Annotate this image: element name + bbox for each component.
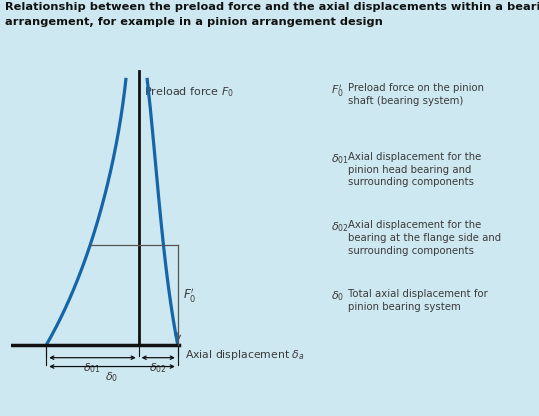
Text: Total axial displacement for
pinion bearing system: Total axial displacement for pinion bear…	[348, 289, 487, 312]
Text: $\delta_{02}$: $\delta_{02}$	[149, 362, 167, 375]
Text: Preload force $F_0$: Preload force $F_0$	[144, 85, 234, 99]
Text: $F_0'$: $F_0'$	[183, 286, 197, 304]
Text: Axial displacement for the
pinion head bearing and
surrounding components: Axial displacement for the pinion head b…	[348, 152, 481, 188]
Text: $F_0'$: $F_0'$	[331, 83, 344, 99]
Text: Preload force on the pinion
shaft (bearing system): Preload force on the pinion shaft (beari…	[348, 83, 483, 106]
Text: Relationship between the preload force and the axial displacements within a bear: Relationship between the preload force a…	[5, 2, 539, 12]
Text: Axial displacement $\delta_a$: Axial displacement $\delta_a$	[185, 348, 305, 362]
Text: $\delta_0$: $\delta_0$	[331, 289, 344, 303]
Text: arrangement, for example in a pinion arrangement design: arrangement, for example in a pinion arr…	[5, 17, 383, 27]
Text: $\delta_{0}$: $\delta_{0}$	[106, 371, 119, 384]
Text: Axial displacement for the
bearing at the flange side and
surrounding components: Axial displacement for the bearing at th…	[348, 220, 501, 256]
Text: $\delta_{01}$: $\delta_{01}$	[84, 362, 101, 375]
Text: $\delta_{01}$: $\delta_{01}$	[331, 152, 349, 166]
Text: $\delta_{02}$: $\delta_{02}$	[331, 220, 349, 234]
